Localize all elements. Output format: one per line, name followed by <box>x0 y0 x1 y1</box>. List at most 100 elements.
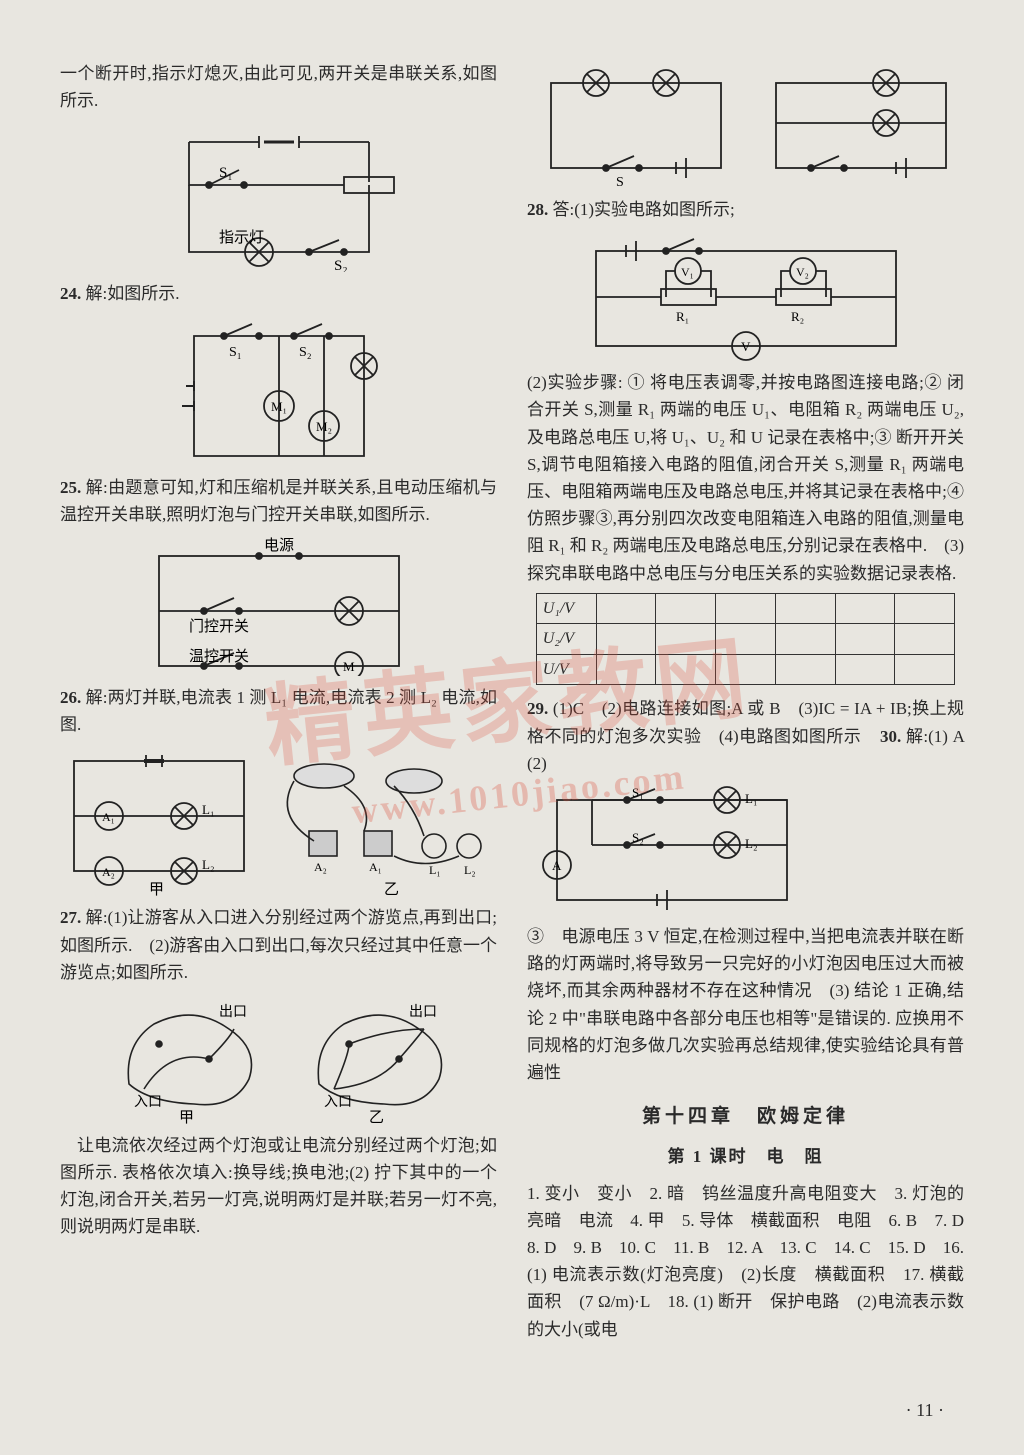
label-29-s2: S₂ <box>632 830 644 845</box>
label-29-a: A <box>552 858 562 873</box>
label-26-yi: 乙 <box>384 882 399 896</box>
table-row: U/V <box>536 654 955 685</box>
q27-line: 27. 解:(1)让游客从入口进入分别经过两个游览点,再到出口;如图所示. (2… <box>60 904 497 986</box>
table-cell <box>835 624 895 655</box>
label-v: V <box>741 339 751 354</box>
q26-text: 解:两灯并联,电流表 1 测 L₁ 电流,电流表 2 测 L₂ 电流,如图. <box>60 688 497 734</box>
maps-27-svg: 出口 入口 甲 出口 入口 乙 <box>99 994 459 1124</box>
label-24-s1: S₁ <box>229 345 242 360</box>
figure-27: 出口 入口 甲 出口 入口 乙 <box>60 994 497 1124</box>
table-cell <box>775 624 835 655</box>
label-24-s2: S₂ <box>299 345 312 360</box>
label-lamp: 指示灯 <box>219 229 264 246</box>
circuit-29-svg: S₁ S₂ L₁ L₂ A <box>537 785 807 915</box>
q28-num: 28. <box>527 200 548 219</box>
p30-3: ③ 电源电压 3 V 恒定,在检测过程中,当把电流表并联在断路的灯两端时,将导致… <box>527 923 964 1086</box>
p28-steps: (2)实验步骤: ① 将电压表调零,并按电路图连接电路;② 闭合开关 S,测量 … <box>527 369 964 587</box>
q27-num: 27. <box>60 908 81 927</box>
circuit-24-svg: S₁ S₂ M₁ M₂ <box>164 316 394 466</box>
page-number: · 11 · <box>906 1396 944 1425</box>
q30-num: 30. <box>880 727 901 746</box>
label-26-l2b: L₂ <box>464 863 476 877</box>
label-r2: R₂ <box>791 309 804 324</box>
table-cell <box>716 654 776 685</box>
table-cell <box>775 593 835 624</box>
figure-26: A₁ A₂ L₁ L₂ 甲 A₂ <box>60 746 497 896</box>
q28-text: 答:(1)实验电路如图所示; <box>553 200 735 219</box>
row-label-u1: U₁/V <box>536 593 596 624</box>
q27-text: 解:(1)让游客从入口进入分别经过两个游览点,再到出口;如图所示. (2)游客由… <box>60 908 497 981</box>
figure-29: S₁ S₂ L₁ L₂ A <box>537 785 964 915</box>
table-cell <box>596 654 656 685</box>
intro-para: 一个断开时,指示灯熄灭,由此可见,两开关是串联关系,如图所示. <box>60 60 497 114</box>
label-26-l1: L₁ <box>202 802 214 817</box>
label-26-a2b: A₂ <box>314 860 327 874</box>
row-label-u: U/V <box>536 654 596 685</box>
label-27-yi: 乙 <box>369 1110 384 1124</box>
q24-line: 24. 解:如图所示. <box>60 280 497 307</box>
figure-23: S₁ 指示灯 S₂ <box>60 122 497 272</box>
table-cell <box>596 593 656 624</box>
q24-num: 24. <box>60 284 81 303</box>
q29-num: 29. <box>527 699 548 718</box>
label-26-l1b: L₁ <box>429 863 441 877</box>
table-cell <box>656 624 716 655</box>
circuits-top-svg: S <box>536 68 956 188</box>
label-r1: R₁ <box>676 309 689 324</box>
label-27-in2: 入口 <box>324 1095 352 1110</box>
circuit-28b-svg: V₁ V₂ R₁ R₂ V <box>576 231 916 361</box>
left-column: 一个断开时,指示灯熄灭,由此可见,两开关是串联关系,如图所示. <box>60 60 497 1349</box>
figure-top-right: S <box>527 68 964 188</box>
q25-line: 25. 解:由题意可知,灯和压缩机是并联关系,且电动压缩机与温控开关串联,照明灯… <box>60 474 497 528</box>
label-29-l1: L₁ <box>745 791 757 806</box>
answers-block: 1. 变小 变小 2. 暗 钨丝温度升高电阻变大 3. 灯泡的亮暗 电流 4. … <box>527 1180 964 1343</box>
q25-num: 25. <box>60 478 81 497</box>
table-cell <box>596 624 656 655</box>
label-27-jia: 甲 <box>179 1110 194 1124</box>
label-v2: V₂ <box>796 265 809 279</box>
label-26-jia: 甲 <box>149 882 164 896</box>
circuit-23-svg: S₁ 指示灯 S₂ <box>149 122 409 272</box>
label-24-m1: M₁ <box>271 399 287 414</box>
table-cell <box>835 593 895 624</box>
label-26-a1b: A₁ <box>369 860 382 874</box>
table-cell <box>656 593 716 624</box>
label-25-temp: 温控开关 <box>189 648 249 665</box>
q25-text: 解:由题意可知,灯和压缩机是并联关系,且电动压缩机与温控开关串联,照明灯泡与门控… <box>60 478 497 524</box>
figure-24: S₁ S₂ M₁ M₂ <box>60 316 497 466</box>
label-29-l2: L₂ <box>745 836 757 851</box>
chapter-title: 第十四章 欧姆定律 <box>527 1102 964 1132</box>
table-cell <box>716 593 776 624</box>
q29-line: 29. (1)C (2)电路连接如图;A 或 B (3)IC = IA + IB… <box>527 695 964 777</box>
label-top-s: S <box>616 175 624 188</box>
label-25-m: M <box>343 659 355 674</box>
label-27-in1: 入口 <box>134 1095 162 1110</box>
label-26-a2: A₂ <box>102 865 115 879</box>
right-column: S 28. 答:(1)实验电路如图所示; <box>527 60 964 1349</box>
row-label-u2: U₂/V <box>536 624 596 655</box>
circuit-26-svg: A₁ A₂ L₁ L₂ 甲 A₂ <box>64 746 494 896</box>
label-27-out2: 出口 <box>409 1004 437 1020</box>
figure-28b: V₁ V₂ R₁ R₂ V <box>527 231 964 361</box>
label-29-s1: S₁ <box>632 785 644 800</box>
label-25-power: 电源 <box>264 537 294 554</box>
table-row: U₁/V <box>536 593 955 624</box>
table-cell <box>895 654 955 685</box>
after-27-para: 让电流依次经过两个灯泡或让电流分别经过两个灯泡;如图所示. 表格依次填入:换导线… <box>60 1132 497 1241</box>
table-cell <box>716 624 776 655</box>
q26-num: 26. <box>60 688 81 707</box>
figure-25: 电源 门控开关 温控开关 M <box>60 536 497 676</box>
label-27-out1: 出口 <box>219 1004 247 1020</box>
table-cell <box>775 654 835 685</box>
table-cell <box>656 654 716 685</box>
q24-text: 解:如图所示. <box>86 284 180 303</box>
circuit-25-svg: 电源 门控开关 温控开关 M <box>129 536 429 676</box>
lesson-title: 第 1 课时 电 阻 <box>527 1143 964 1170</box>
page-columns: 一个断开时,指示灯熄灭,由此可见,两开关是串联关系,如图所示. <box>60 60 964 1349</box>
q28-line: 28. 答:(1)实验电路如图所示; <box>527 196 964 223</box>
label-s1: S₁ <box>219 165 233 181</box>
table-cell <box>895 624 955 655</box>
label-25-door: 门控开关 <box>189 618 249 635</box>
table-cell <box>895 593 955 624</box>
label-v1: V₁ <box>681 265 694 279</box>
